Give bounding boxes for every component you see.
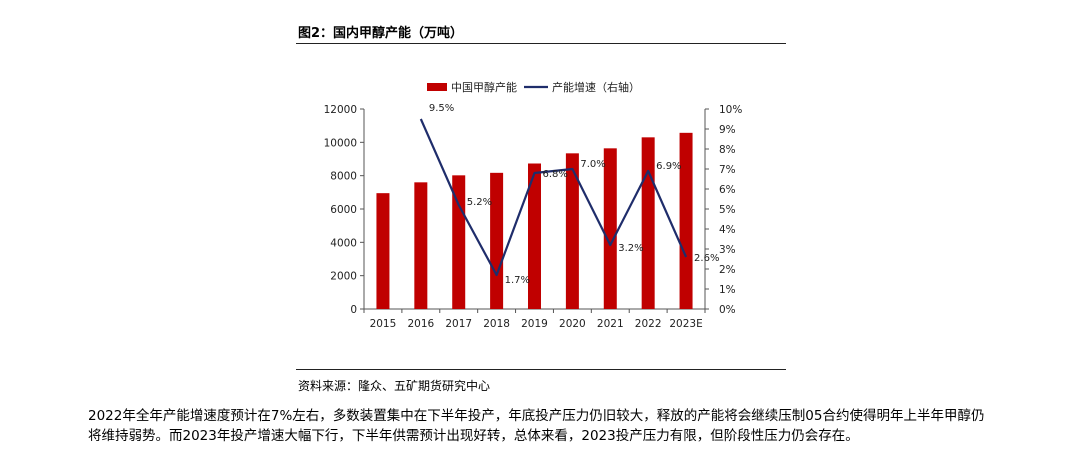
bar-2023E <box>679 132 693 309</box>
growth-label-2018: 1.7% <box>505 275 530 286</box>
y-right-tick-label: 8% <box>719 144 736 156</box>
growth-label-2020: 7.0% <box>580 159 605 170</box>
growth-label-2016: 9.5% <box>429 103 454 114</box>
y-left-tick-label: 6000 <box>330 204 357 216</box>
data-labels: 9.5% 5.2% 1.7% 6.8% 7.0% 3.2% 6.9% 2.6% <box>429 103 720 286</box>
body-paragraph: 2022年全年产能增速度预计在7%左右，多数装置集中在下半年投产，年底投产压力仍… <box>88 408 985 444</box>
x-tick-label: 2019 <box>521 318 548 330</box>
y-right-tick-label: 7% <box>719 164 736 176</box>
x-tick-label: 2016 <box>407 318 434 330</box>
y-left-tick-label: 12000 <box>324 104 357 116</box>
growth-line <box>419 118 688 277</box>
bar-2020 <box>565 153 579 309</box>
growth-label-2017: 5.2% <box>467 197 492 208</box>
y-left-tick-label: 2000 <box>330 271 357 283</box>
bar-2015 <box>376 193 390 309</box>
y-right-tick-label: 4% <box>719 224 736 236</box>
y-right-tick-label: 6% <box>719 184 736 196</box>
bar-series <box>376 132 693 309</box>
legend-bar-label: 中国甲醇产能 <box>451 80 517 94</box>
x-tick-label: 2017 <box>445 318 472 330</box>
y-right-tick-label: 3% <box>719 244 736 256</box>
legend-bar-swatch <box>427 83 447 91</box>
x-tick-label: 2018 <box>483 318 510 330</box>
chart-legend: 中国甲醇产能 产能增速（右轴） <box>427 80 640 94</box>
y-right-tick-label: 2% <box>719 264 736 276</box>
line-series <box>419 118 688 277</box>
title-rule <box>296 43 786 44</box>
x-tick-label: 2022 <box>635 318 662 330</box>
figure-title: 图2：国内甲醇产能（万吨） <box>298 26 464 41</box>
y-right-tick-label: 1% <box>719 284 736 296</box>
y-left-tick-label: 10000 <box>324 137 357 149</box>
y-left-tick-label: 0 <box>350 304 357 316</box>
y-right-tick-label: 9% <box>719 124 736 136</box>
bar-2021 <box>603 148 617 309</box>
y-left-tick-label: 8000 <box>330 171 357 183</box>
y-right-tick-label: 10% <box>719 104 742 116</box>
growth-label-2023E: 2.6% <box>694 253 719 264</box>
bar-2018 <box>490 172 504 309</box>
x-tick-label: 2020 <box>559 318 586 330</box>
bar-2016 <box>414 182 428 309</box>
x-tick-label: 2023E <box>669 318 702 330</box>
y-right-tick-label: 0% <box>719 304 736 316</box>
growth-label-2022: 6.9% <box>656 161 681 172</box>
x-tick-label: 2021 <box>597 318 624 330</box>
source-rule <box>296 369 786 370</box>
bar-2022 <box>641 137 655 309</box>
legend-line-label: 产能增速（右轴） <box>552 80 640 94</box>
growth-label-2021: 3.2% <box>618 243 643 254</box>
y-left-tick-label: 4000 <box>330 237 357 249</box>
bar-2019 <box>528 163 541 309</box>
figure-source: 资料来源：隆众、五矿期货研究中心 <box>298 379 491 393</box>
growth-label-2019: 6.8% <box>543 169 568 180</box>
y-right-tick-label: 5% <box>719 204 736 216</box>
x-tick-label: 2015 <box>370 318 397 330</box>
